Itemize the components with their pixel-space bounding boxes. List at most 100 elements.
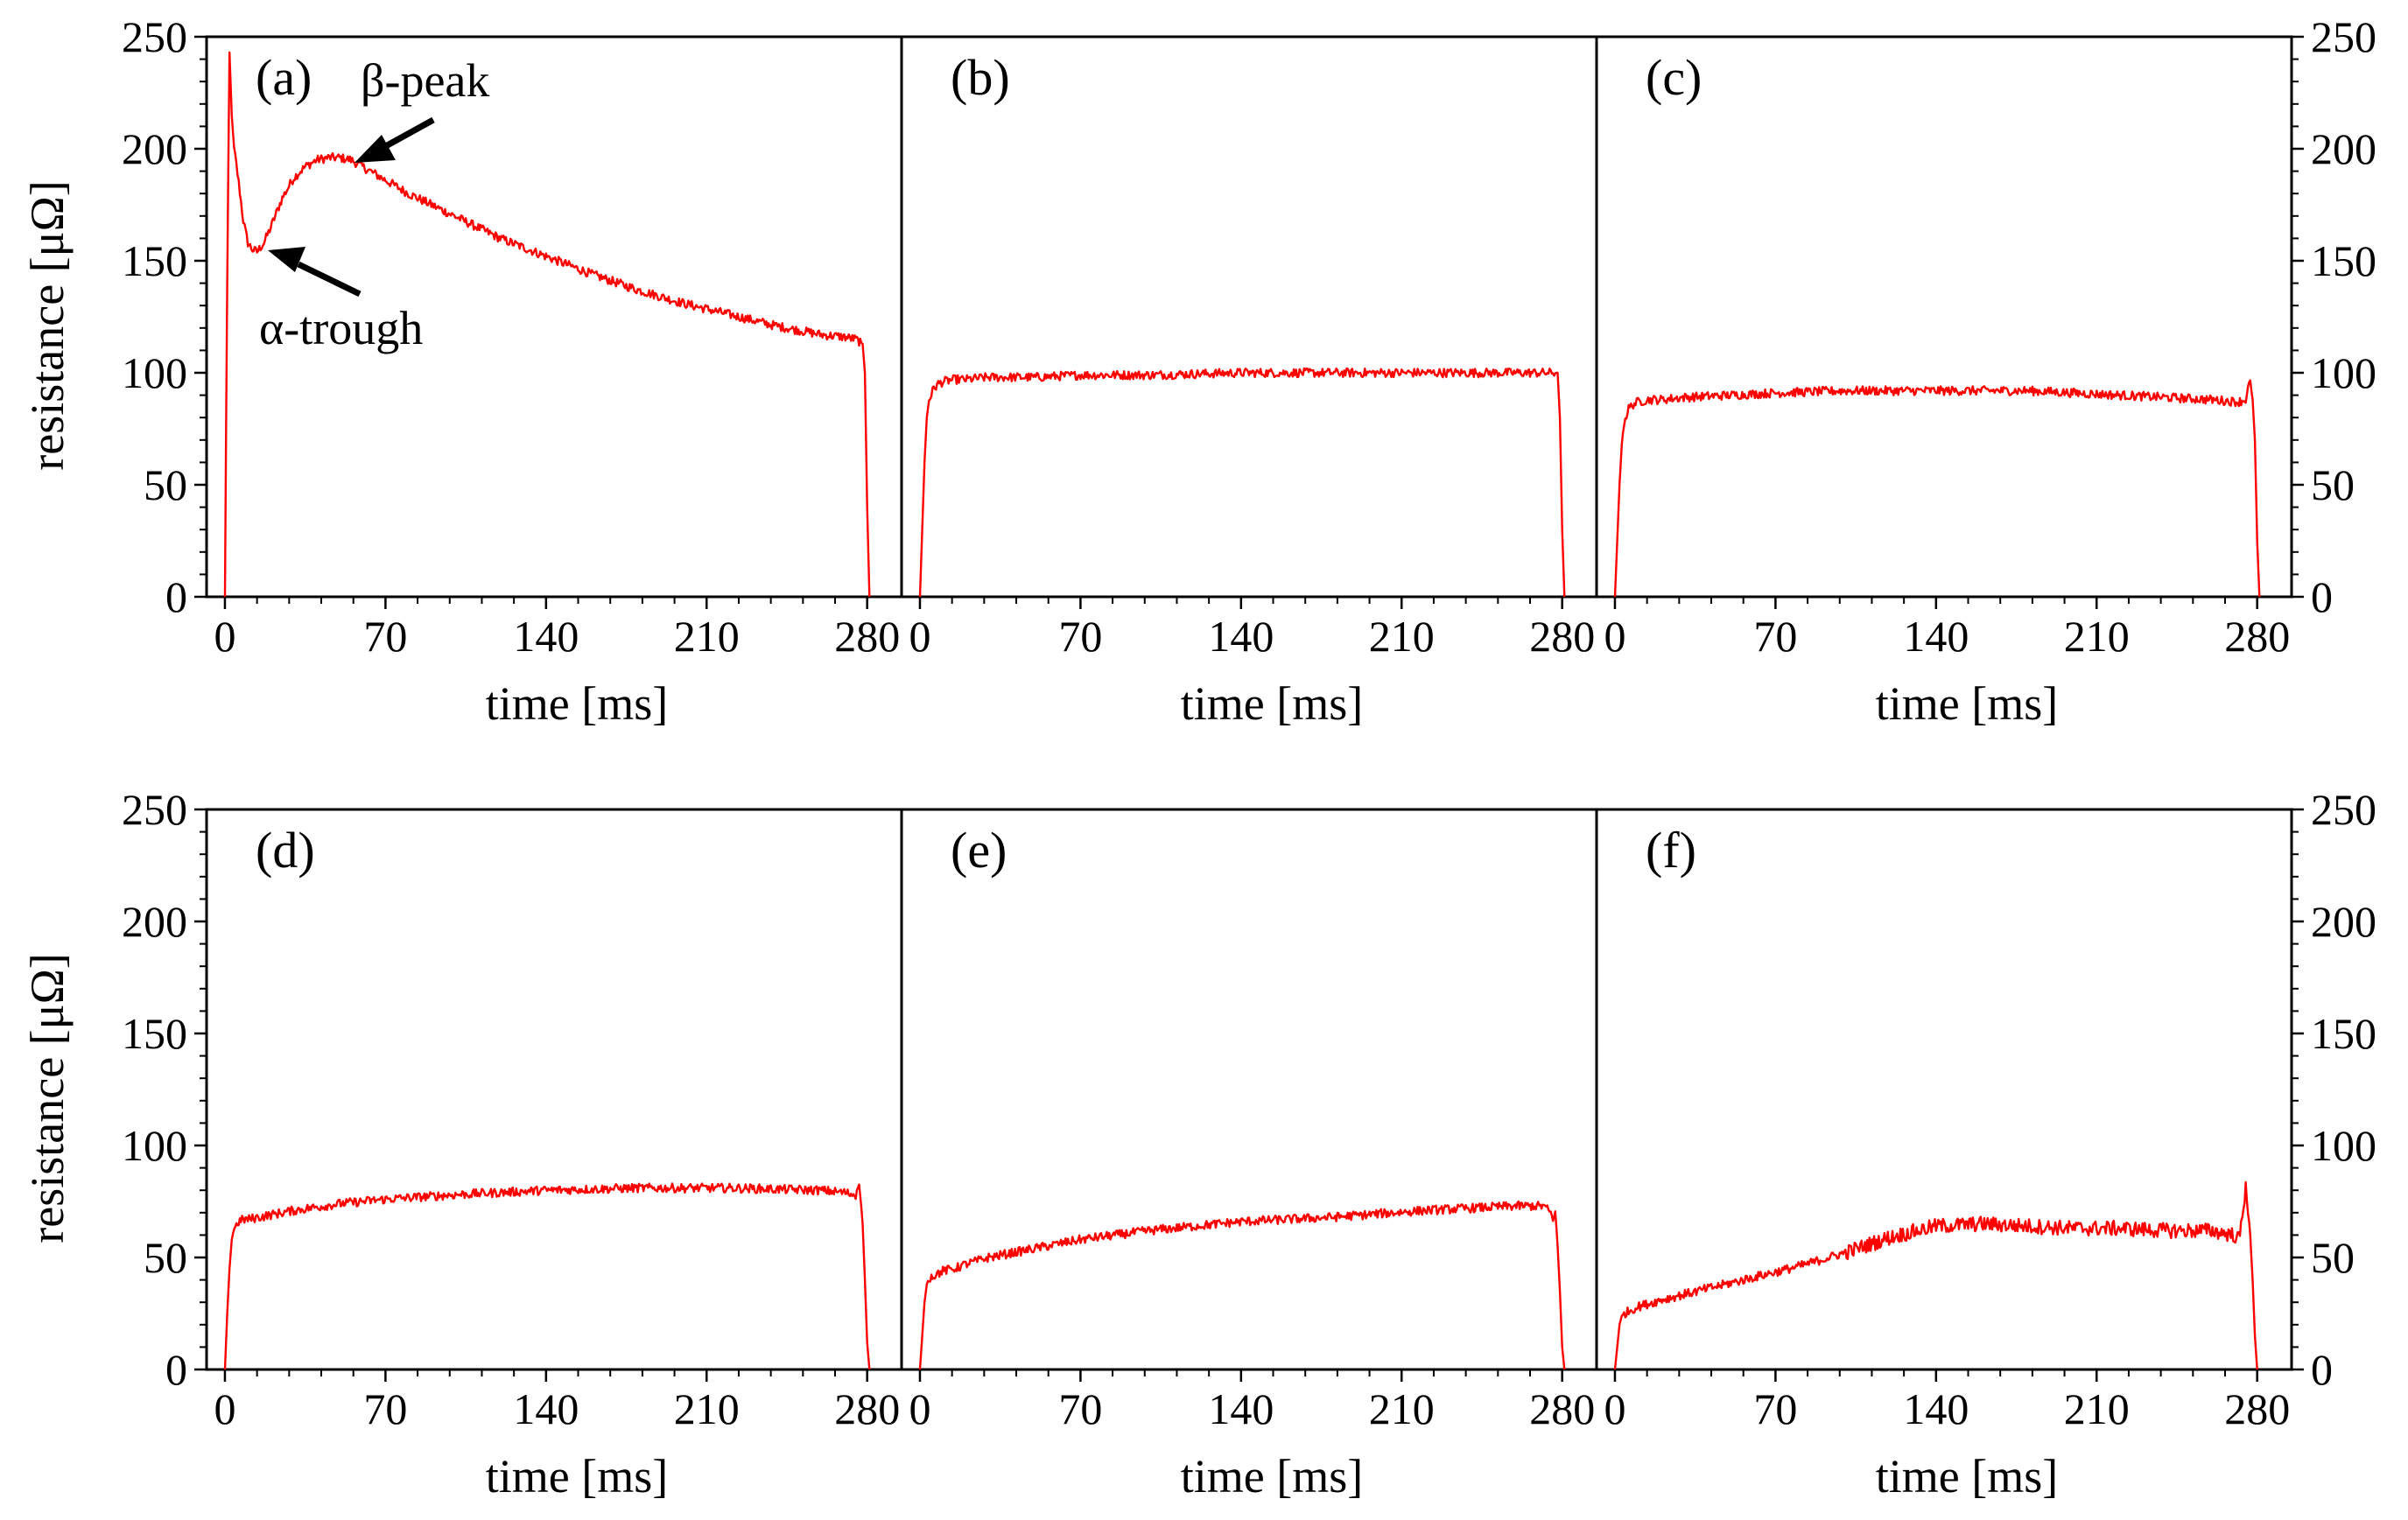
x-axis-title: time [ms]: [486, 677, 668, 730]
x-axis-title: time [ms]: [1876, 677, 2058, 730]
x-tick-label: 0: [909, 612, 930, 661]
y-axis-title: resistance [μΩ]: [21, 180, 74, 470]
y-tick-label: 150: [2311, 236, 2376, 285]
y-tick-label: 200: [2311, 124, 2376, 173]
axis-group: 0 70 140 210 280 0 50 100 150 200 250: [1604, 785, 2376, 1433]
y-tick-label: 0: [2311, 1345, 2333, 1394]
axis-group: 0 70 140 210 280 0 50 100 150 200 250: [1604, 12, 2376, 661]
x-tick-label: 140: [1903, 612, 1969, 661]
x-axis-title: time [ms]: [1876, 1450, 2058, 1502]
y-tick-label: 150: [122, 1009, 187, 1058]
series-group: [223, 1182, 871, 1370]
axis-group: 0 70 140 210 280 0 50 100 150 200 250: [122, 785, 900, 1433]
x-tick-label: 70: [1753, 612, 1797, 661]
series-group: [1613, 379, 2261, 598]
x-axis-title: time [ms]: [1181, 1450, 1363, 1502]
y-tick-label: 100: [2311, 1121, 2376, 1170]
panel-label: (f): [1646, 822, 1696, 879]
x-tick-label: 70: [363, 1384, 407, 1433]
x-axis-title: time [ms]: [1181, 677, 1363, 730]
x-tick-label: 70: [1753, 1384, 1797, 1433]
y-tick-label: 50: [2311, 1233, 2355, 1282]
y-tick-label: 100: [2311, 348, 2376, 397]
x-tick-label: 140: [1903, 1384, 1969, 1433]
resistance-series-line: [1613, 379, 2261, 598]
x-tick-label: 0: [214, 612, 235, 661]
resistance-series-line: [223, 51, 871, 598]
panel-label: (c): [1646, 49, 1702, 106]
x-tick-label: 0: [214, 1384, 235, 1433]
x-tick-label: 140: [513, 1384, 579, 1433]
y-tick-label: 100: [122, 348, 187, 397]
plot-frame: [900, 808, 1598, 1371]
y-tick-label: 50: [144, 460, 187, 509]
axis-group: 0 70 140 210 280 0 50 100 150 200 250: [122, 12, 900, 661]
alpha-trough-arrow-shaft: [297, 261, 362, 298]
x-tick-label: 70: [363, 612, 407, 661]
x-tick-label: 210: [1369, 612, 1435, 661]
beta-peak-arrow-head: [355, 135, 396, 163]
x-tick-label: 280: [834, 612, 900, 661]
y-tick-label: 250: [2311, 785, 2376, 834]
x-tick-label: 280: [834, 1384, 900, 1433]
panel-label: (e): [951, 822, 1007, 879]
y-tick-label: 250: [122, 12, 187, 61]
panel-d: 0 70 140 210 280 0 50 100 150 200 250 (d) time [ms…: [21, 785, 903, 1502]
y-tick-label: 0: [165, 1345, 187, 1394]
y-tick-label: 200: [122, 897, 187, 946]
panel-e: 0 70 140 210 280 (e) time [ms]: [900, 808, 1598, 1502]
x-tick-label: 210: [674, 612, 740, 661]
y-tick-label: 100: [122, 1121, 187, 1170]
annotation-beta-peak: β-peak: [355, 54, 489, 163]
resistance-series-line: [1613, 1180, 2258, 1370]
y-tick-label: 250: [122, 785, 187, 834]
resistance-series-line: [918, 1200, 1566, 1370]
panel-a: 0 70 140 210 280 0 50 100 150 200 250 (a) time [ms…: [21, 12, 903, 730]
plot-frame: [205, 808, 903, 1371]
series-group: [1613, 1180, 2258, 1370]
y-tick-label: 200: [122, 124, 187, 173]
x-tick-label: 0: [909, 1384, 930, 1433]
alpha-trough-arrow-head: [268, 247, 305, 272]
x-tick-label: 140: [1208, 1384, 1274, 1433]
x-tick-label: 280: [2224, 612, 2290, 661]
series-group: [918, 367, 1566, 598]
series-group: [918, 1200, 1566, 1370]
x-tick-label: 140: [513, 612, 579, 661]
y-tick-label: 50: [144, 1233, 187, 1282]
plot-frame: [1595, 35, 2293, 599]
alpha-trough-label: α-trough: [259, 302, 423, 354]
y-tick-label: 0: [2311, 572, 2333, 621]
beta-peak-label: β-peak: [361, 54, 489, 107]
y-tick-label: 150: [2311, 1009, 2376, 1058]
panel-label: (b): [951, 49, 1010, 106]
y-tick-label: 0: [165, 572, 187, 621]
x-axis-title: time [ms]: [486, 1450, 668, 1502]
panel-c: 0 70 140 210 280 0 50 100 150 200 250 (c) time [ms…: [1595, 12, 2376, 730]
x-tick-label: 210: [674, 1384, 740, 1433]
x-tick-label: 210: [2064, 1384, 2130, 1433]
y-axis-title: resistance [μΩ]: [21, 953, 74, 1243]
x-tick-label: 280: [2224, 1384, 2290, 1433]
x-tick-label: 210: [1369, 1384, 1435, 1433]
x-tick-label: 210: [2064, 612, 2130, 661]
panel-label: (d): [256, 822, 315, 879]
x-tick-label: 70: [1058, 612, 1102, 661]
x-tick-label: 0: [1604, 612, 1625, 661]
x-tick-label: 0: [1604, 1384, 1625, 1433]
plot-frame: [900, 35, 1598, 599]
plot-frame: [1595, 808, 2293, 1371]
panel-b: 0 70 140 210 280 (b) time [ms]: [900, 35, 1598, 730]
axis-group: 0 70 140 210 280: [909, 1369, 1595, 1433]
x-tick-label: 280: [1529, 612, 1595, 661]
x-tick-label: 70: [1058, 1384, 1102, 1433]
panel-f: 0 70 140 210 280 0 50 100 150 200 250 (f) time [ms…: [1595, 785, 2376, 1502]
resistance-series-line: [223, 1182, 871, 1370]
x-tick-label: 140: [1208, 612, 1274, 661]
y-tick-label: 250: [2311, 12, 2376, 61]
y-tick-label: 150: [122, 236, 187, 285]
axis-group: 0 70 140 210 280: [909, 597, 1595, 661]
y-tick-label: 200: [2311, 897, 2376, 946]
panel-label: (a): [256, 49, 312, 106]
